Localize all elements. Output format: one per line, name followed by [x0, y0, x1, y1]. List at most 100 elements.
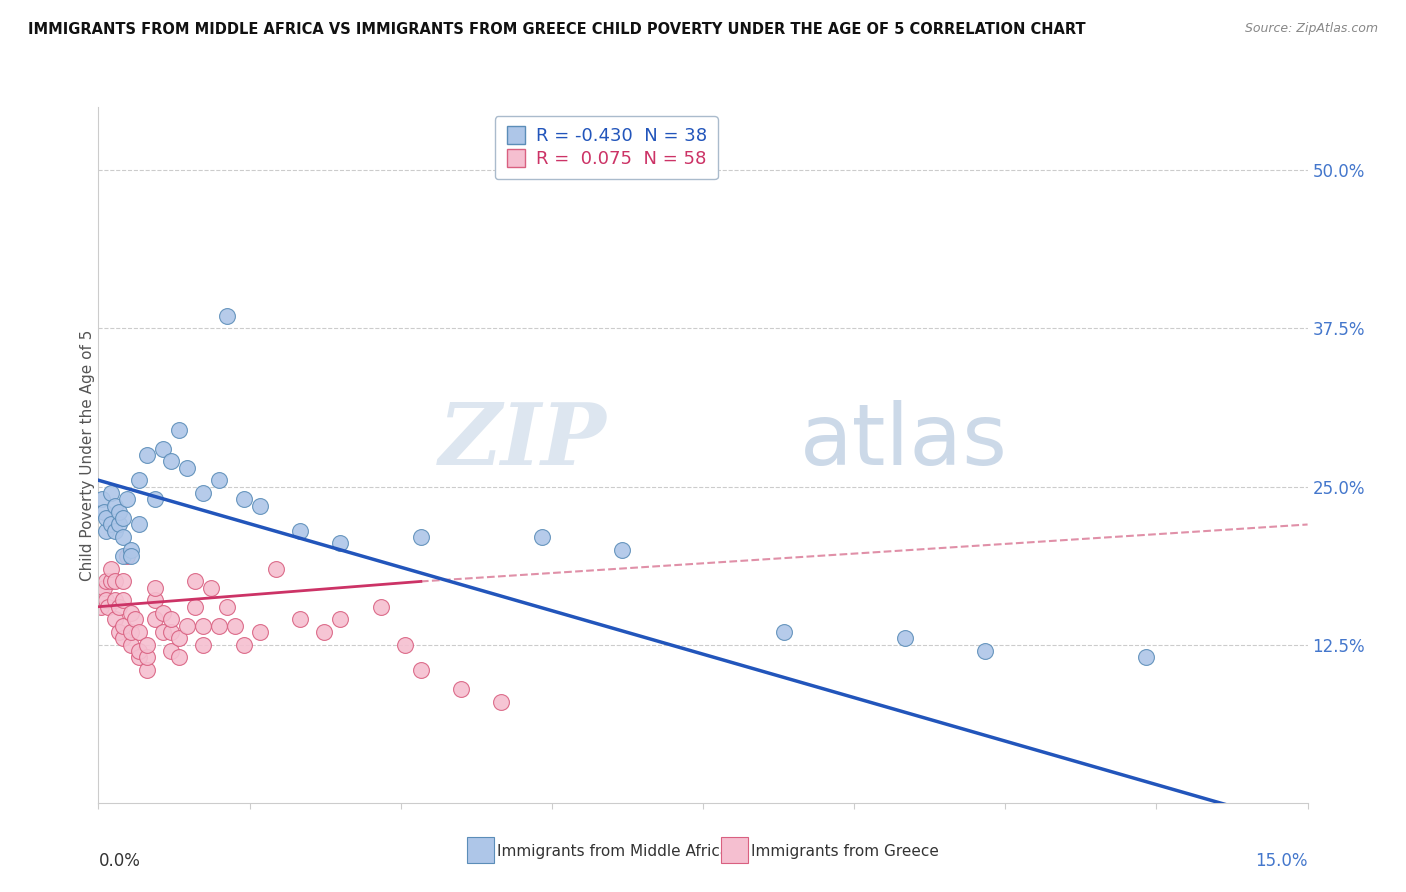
Text: 15.0%: 15.0% — [1256, 852, 1308, 870]
Point — [128, 644, 150, 658]
Point — [232, 492, 254, 507]
Text: Immigrants from Greece: Immigrants from Greece — [751, 844, 939, 859]
Point — [217, 309, 239, 323]
Point — [249, 625, 271, 640]
Point — [200, 581, 222, 595]
Point — [103, 612, 125, 626]
Point — [184, 574, 207, 589]
Point — [232, 638, 254, 652]
Text: ZIP: ZIP — [439, 400, 606, 483]
Point — [143, 492, 166, 507]
Point — [100, 562, 122, 576]
Point — [143, 612, 166, 626]
Point — [167, 632, 190, 646]
Point — [612, 542, 634, 557]
Point — [135, 650, 157, 665]
Bar — [721, 837, 748, 863]
Point — [128, 625, 150, 640]
Point — [100, 517, 122, 532]
Text: Immigrants from Middle Africa: Immigrants from Middle Africa — [498, 844, 730, 859]
Point — [103, 499, 125, 513]
Point — [124, 612, 146, 626]
Point — [103, 593, 125, 607]
Point — [111, 530, 134, 544]
Point — [128, 473, 150, 487]
Text: atlas: atlas — [800, 400, 1008, 483]
Point — [91, 587, 114, 601]
Point — [184, 599, 207, 614]
Point — [120, 638, 142, 652]
Point — [530, 530, 553, 544]
Point — [160, 625, 183, 640]
Point — [394, 638, 416, 652]
Point — [152, 442, 174, 456]
Point — [96, 574, 118, 589]
Point — [111, 593, 134, 607]
Point — [288, 524, 311, 538]
Point — [107, 505, 129, 519]
Point — [491, 695, 513, 709]
Point — [160, 644, 183, 658]
Point — [329, 536, 352, 550]
Point — [224, 618, 246, 632]
Point — [135, 448, 157, 462]
Point — [120, 542, 142, 557]
Point — [93, 581, 115, 595]
Point — [143, 581, 166, 595]
Point — [107, 517, 129, 532]
Point — [217, 599, 239, 614]
Text: 0.0%: 0.0% — [98, 852, 141, 870]
Point — [90, 599, 112, 614]
Point — [409, 530, 432, 544]
Point — [120, 606, 142, 620]
Point — [135, 663, 157, 677]
Point — [314, 625, 336, 640]
Point — [120, 625, 142, 640]
Point — [167, 423, 190, 437]
Point — [143, 593, 166, 607]
Point — [176, 618, 198, 632]
Point — [100, 574, 122, 589]
Point — [103, 574, 125, 589]
Point — [193, 486, 215, 500]
Point — [772, 625, 794, 640]
Point — [135, 638, 157, 652]
Point — [329, 612, 352, 626]
Point — [128, 650, 150, 665]
Point — [193, 638, 215, 652]
Point — [115, 549, 138, 563]
Point — [1135, 650, 1157, 665]
Point — [409, 663, 432, 677]
Point — [193, 618, 215, 632]
Text: Source: ZipAtlas.com: Source: ZipAtlas.com — [1244, 22, 1378, 36]
Point — [120, 549, 142, 563]
Point — [152, 625, 174, 640]
Point — [160, 454, 183, 468]
Point — [111, 549, 134, 563]
Point — [450, 681, 472, 696]
Point — [96, 511, 118, 525]
Point — [97, 599, 120, 614]
Point — [167, 650, 190, 665]
Point — [152, 606, 174, 620]
Point — [93, 505, 115, 519]
Y-axis label: Child Poverty Under the Age of 5: Child Poverty Under the Age of 5 — [80, 329, 94, 581]
Legend: R = -0.430  N = 38, R =  0.075  N = 58: R = -0.430 N = 38, R = 0.075 N = 58 — [495, 116, 718, 179]
Point — [96, 593, 118, 607]
Point — [176, 460, 198, 475]
Point — [96, 524, 118, 538]
Point — [111, 574, 134, 589]
Point — [249, 499, 271, 513]
Point — [208, 473, 231, 487]
Point — [111, 618, 134, 632]
Point — [115, 492, 138, 507]
Point — [111, 632, 134, 646]
Point — [103, 524, 125, 538]
Point — [111, 511, 134, 525]
Point — [107, 625, 129, 640]
Point — [100, 486, 122, 500]
Text: IMMIGRANTS FROM MIDDLE AFRICA VS IMMIGRANTS FROM GREECE CHILD POVERTY UNDER THE : IMMIGRANTS FROM MIDDLE AFRICA VS IMMIGRA… — [28, 22, 1085, 37]
Point — [264, 562, 287, 576]
Point — [893, 632, 915, 646]
Point — [208, 618, 231, 632]
